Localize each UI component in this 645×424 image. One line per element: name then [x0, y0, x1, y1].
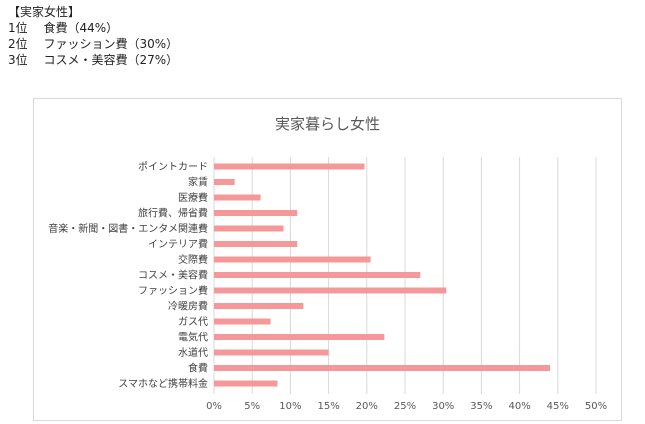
x-tick-label: 45%: [547, 401, 569, 412]
category-label: 交際費: [178, 253, 208, 266]
summary-heading: 【実家女性】: [8, 5, 81, 19]
bar: [214, 241, 298, 247]
bar: [214, 179, 235, 185]
category-label: ガス代: [178, 316, 208, 328]
bar: [214, 349, 329, 356]
x-tick-label: 10%: [279, 401, 301, 412]
category-label: ファッション費: [138, 284, 208, 297]
summary-rank-3: 3位 コスメ・美容費（27%）: [8, 53, 179, 67]
bar: [214, 256, 371, 263]
category-label: 水道代: [178, 346, 208, 359]
category-label: 音楽・新聞・図書・エンタメ関連費: [48, 222, 208, 235]
summary-rank-2: 2位 ファッション費（30%）: [8, 37, 179, 51]
x-tick-label: 50%: [585, 401, 607, 412]
x-tick-label: 30%: [432, 401, 454, 412]
x-tick-label: 5%: [244, 401, 260, 412]
chart-frame: 実家暮らし女性 0% 5% 10% 15% 20% 25% 30% 35% 40% 45% 50% ポ…: [33, 98, 622, 421]
x-tick-label: 25%: [394, 401, 416, 412]
x-tick-label: 35%: [470, 401, 492, 412]
category-label: コスメ・美容費: [138, 269, 208, 282]
summary-rank-1: 1位 食費（44%）: [8, 21, 119, 35]
bar: [214, 365, 551, 371]
bar: [214, 272, 421, 278]
bar: [214, 225, 284, 232]
bar: [214, 210, 298, 216]
bar: [214, 334, 385, 340]
bar: [214, 318, 271, 325]
summary-block: 【実家女性】 1位 食費（44%） 2位 ファッション費（30%） 3位 コスメ…: [8, 4, 178, 68]
category-label: 家賃: [188, 176, 208, 189]
category-label: スマホなど携帯料金: [118, 377, 208, 390]
bar: [214, 287, 447, 294]
category-label: 電気代: [178, 331, 208, 344]
category-label: 食費: [188, 362, 208, 375]
x-tick-label: 15%: [317, 401, 339, 412]
bar: [214, 380, 278, 387]
category-label: インテリア費: [148, 238, 208, 251]
bar: [214, 194, 261, 201]
category-label: 旅行費、帰省費: [138, 207, 208, 220]
x-tick-label: 20%: [356, 401, 378, 412]
category-label: 医療費: [178, 191, 208, 204]
bar: [214, 163, 365, 170]
x-tick-label: 40%: [508, 401, 530, 412]
bar: [214, 303, 304, 309]
x-tick-label: 0%: [206, 401, 222, 412]
category-label: 冷暖房費: [168, 300, 208, 313]
category-label: ポイントカード: [138, 161, 208, 173]
bar-chart: 0% 5% 10% 15% 20% 25% 30% 35% 40% 45% 50% ポイントカード家賃…: [48, 157, 607, 412]
chart-title: 実家暮らし女性: [274, 115, 380, 133]
